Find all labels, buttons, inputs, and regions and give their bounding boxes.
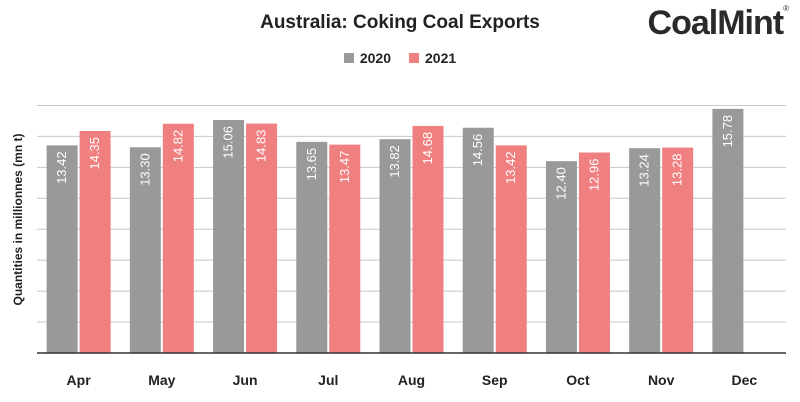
x-tick-label-may: May [148, 372, 175, 388]
y-axis-title: Quantities in millionnes (mn t) [11, 133, 25, 305]
bar-2020-sep [462, 127, 494, 354]
bar-2021-oct [578, 152, 610, 353]
x-tick-label-apr: Apr [67, 372, 92, 388]
labels-layer: 13.42 14.35 Apr 13.30 14.82 May 15.06 14.83 Jun 1… [54, 115, 757, 388]
bar-2020-oct [545, 161, 577, 353]
logo-registered-mark: ® [783, 4, 789, 13]
bar-2020-apr [46, 145, 78, 353]
data-label-2020-aug: 13.82 [387, 145, 402, 178]
coalmint-logo: CoalMint® [647, 4, 789, 43]
bar-2020-may [129, 147, 161, 353]
bar-2021-jul [329, 144, 361, 353]
data-label-2020-apr: 13.42 [54, 151, 69, 184]
x-tick-label-aug: Aug [398, 372, 425, 388]
chart-title: Australia: Coking Coal Exports [260, 12, 540, 33]
logo-text: CoalMint [647, 4, 785, 42]
bar-2020-jun [213, 120, 245, 353]
bar-2020-jul [296, 141, 328, 353]
x-tick-label-jul: Jul [318, 372, 338, 388]
legend-item-2021: 2021 [409, 50, 456, 66]
legend-swatch-2020 [343, 53, 354, 63]
data-label-2021-apr: 14.35 [87, 137, 102, 170]
legend-label-2021: 2021 [425, 50, 457, 66]
bar-2021-sep [495, 145, 527, 353]
data-label-2020-oct: 12.40 [553, 167, 568, 200]
bar-2021-may [162, 123, 194, 353]
data-label-2020-may: 13.30 [137, 153, 152, 186]
data-label-2021-jun: 14.83 [254, 130, 269, 163]
bar-2021-apr [79, 130, 111, 353]
x-tick-label-dec: Dec [732, 372, 758, 388]
bar-2021-jun [246, 123, 278, 354]
x-tick-label-sep: Sep [482, 372, 508, 388]
legend-item-2020: 2020 [343, 50, 391, 66]
x-tick-label-nov: Nov [648, 372, 675, 388]
data-label-2020-sep: 14.56 [470, 134, 485, 167]
bar-2021-nov [662, 147, 694, 353]
legend-swatch-2021 [409, 53, 419, 63]
bar-2021-aug [412, 125, 444, 354]
data-label-2021-sep: 13.42 [503, 151, 518, 184]
data-label-2021-jul: 13.47 [337, 151, 352, 184]
legend-label-2020: 2020 [359, 50, 391, 66]
data-label-2020-jul: 13.65 [304, 148, 319, 181]
chart-legend: 2020 2021 [0, 50, 800, 66]
data-label-2021-may: 14.82 [170, 130, 185, 163]
bar-2020-aug [379, 139, 411, 353]
bar-2020-dec [712, 108, 744, 353]
bars-layer [46, 108, 744, 354]
x-tick-label-jun: Jun [233, 372, 258, 388]
data-label-2021-aug: 14.68 [420, 132, 435, 165]
data-label-2021-oct: 12.96 [586, 159, 601, 192]
bar-2020-nov [629, 148, 661, 353]
data-label-2020-nov: 13.24 [637, 154, 652, 187]
x-tick-label-oct: Oct [566, 372, 590, 388]
data-label-2021-nov: 13.28 [670, 154, 685, 187]
data-label-2020-dec: 15.78 [720, 115, 735, 148]
data-label-2020-jun: 15.06 [221, 126, 236, 159]
